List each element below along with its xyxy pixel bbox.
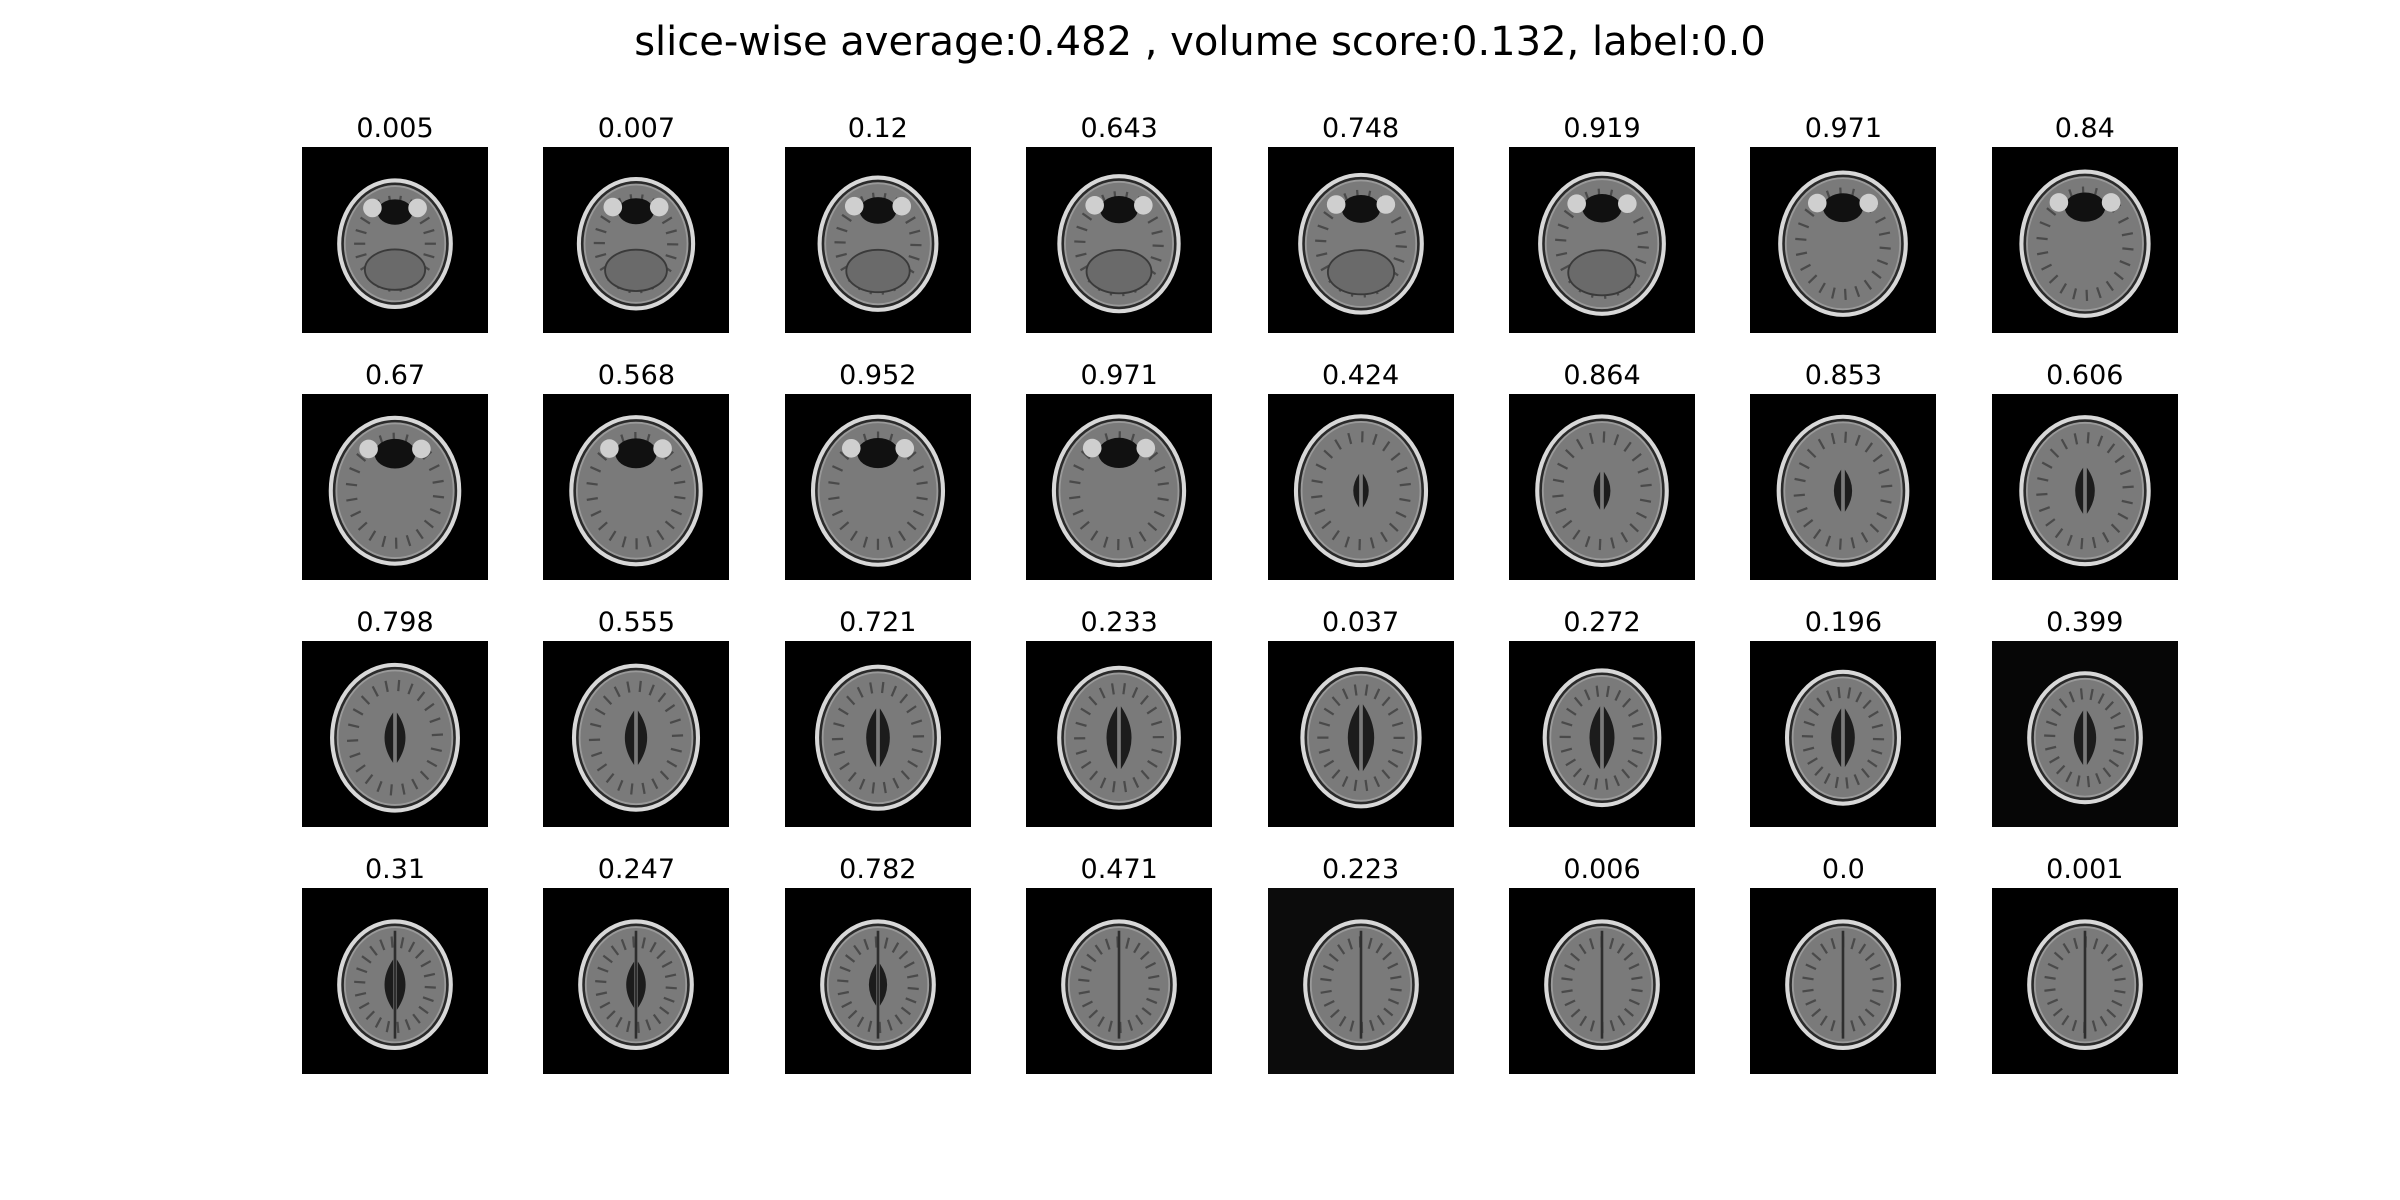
slice-score: 0.0	[1821, 854, 1865, 885]
slice-score: 0.67	[364, 360, 426, 391]
slice-score: 0.007	[597, 113, 676, 144]
slice-score: 0.952	[839, 360, 917, 391]
mri-slice-image	[1991, 394, 2178, 580]
slice-score: 0.006	[1563, 854, 1641, 885]
slice-score: 0.919	[1563, 113, 1641, 144]
slice-score: 0.223	[1321, 854, 1400, 885]
slice-score: 0.31	[364, 854, 426, 885]
slice-score: 0.84	[2054, 113, 2115, 144]
mri-slice-image	[1509, 147, 1695, 333]
mri-slice-image	[1509, 641, 1695, 827]
mri-slice-image	[1750, 888, 1937, 1074]
mri-slice-image	[1026, 888, 1213, 1074]
slice-score: 0.971	[1080, 360, 1158, 391]
slice-score: 0.748	[1321, 113, 1400, 144]
slice-score: 0.853	[1804, 360, 1883, 391]
slice-score: 0.643	[1080, 113, 1158, 144]
slice-score: 0.971	[1804, 113, 1883, 144]
mri-slice-image	[543, 888, 730, 1074]
slice-score: 0.272	[1563, 607, 1641, 638]
slice-score: 0.782	[839, 854, 917, 885]
slice-score: 0.471	[1080, 854, 1158, 885]
mri-slice-image	[1991, 888, 2178, 1074]
mri-slice-image	[1750, 394, 1937, 580]
mri-slice-image	[784, 641, 971, 827]
mri-slice-image	[1267, 147, 1454, 333]
slice-score: 0.247	[597, 854, 676, 885]
slice-score: 0.424	[1321, 360, 1400, 391]
mri-slice-image	[1509, 888, 1695, 1074]
slice-score: 0.12	[847, 113, 908, 144]
slice-score: 0.864	[1563, 360, 1641, 391]
slice-score: 0.233	[1080, 607, 1158, 638]
mri-slice-image	[1750, 641, 1937, 827]
slice-score: 0.399	[2046, 607, 2124, 638]
mri-slice-image	[1991, 147, 2178, 333]
mri-slice-image	[1267, 641, 1454, 827]
figure-title: slice-wise average:0.482 , volume score:…	[634, 19, 1766, 65]
mri-slice-image	[1026, 641, 1213, 827]
mri-slice-image	[784, 394, 971, 580]
mri-slice-image	[302, 888, 488, 1074]
mri-slice-image	[302, 641, 488, 827]
mri-slice-image	[1026, 394, 1213, 580]
mri-slice-image	[1509, 394, 1695, 580]
slice-score: 0.196	[1804, 607, 1883, 638]
mri-slice-image	[543, 147, 730, 333]
slice-score: 0.555	[597, 607, 676, 638]
mri-slice-image	[543, 394, 730, 580]
mri-slice-image	[784, 888, 971, 1074]
slice-score: 0.037	[1321, 607, 1400, 638]
slice-score: 0.005	[356, 113, 434, 144]
slice-score: 0.568	[597, 360, 676, 391]
slice-score: 0.721	[839, 607, 917, 638]
mri-slice-image	[784, 147, 971, 333]
mri-slice-image	[1991, 641, 2178, 827]
slice-score: 0.798	[356, 607, 434, 638]
mri-slice-image	[1026, 147, 1213, 333]
mri-slice-image	[1267, 888, 1454, 1074]
mri-slice-image	[1267, 394, 1454, 580]
mri-slice-image	[543, 641, 730, 827]
mri-slice-image	[302, 394, 488, 580]
mri-slice-image	[302, 147, 488, 333]
mri-slice-image	[1750, 147, 1937, 333]
slice-score: 0.606	[2046, 360, 2124, 391]
slice-score: 0.001	[2046, 854, 2124, 885]
